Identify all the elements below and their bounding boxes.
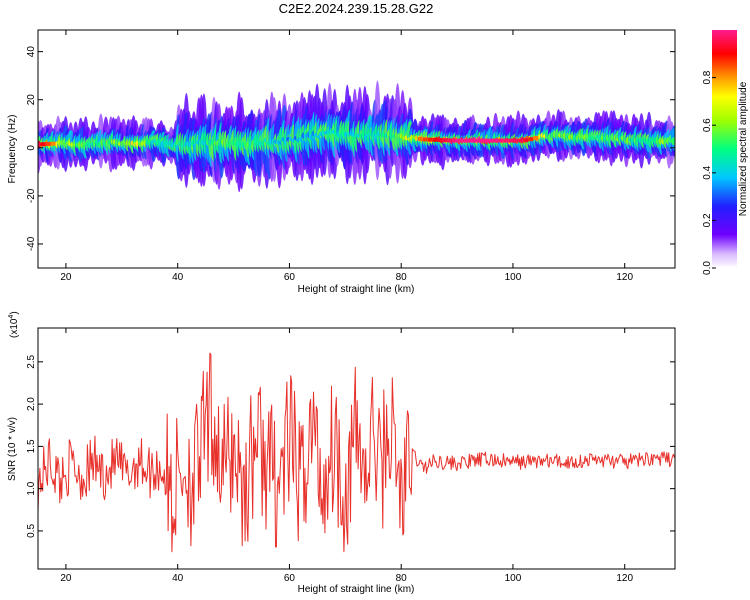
heatmap-cell: [447, 138, 453, 143]
heatmap-cell: [437, 137, 443, 142]
heatmap-cell: [45, 141, 51, 146]
snr-x-tick-label: 60: [284, 573, 296, 584]
spectrogram-frame: [37, 29, 676, 269]
snr-y-tick-label: 1.0: [26, 481, 37, 495]
snr-x-tick-label: 40: [172, 573, 184, 584]
heatmap-cell: [467, 138, 473, 143]
spectrogram-x-tick-label: 60: [284, 272, 296, 283]
heatmap-cell: [442, 138, 448, 143]
heatmap-cell: [40, 142, 46, 147]
spectrogram-y-tick-label: 0: [26, 145, 37, 151]
heatmap-cell: [528, 137, 534, 142]
snr-x-label: Height of straight line (km): [298, 584, 415, 595]
colorbar-tick-label: 0.6: [702, 118, 713, 132]
colorbar: 0.0 0.2 0.4 0.6 0.8 Normalized spectral ampl…: [702, 30, 749, 275]
spectrogram-x-tick-label: 100: [505, 272, 522, 283]
heatmap-cell: [38, 142, 41, 147]
spectrogram-x-label: Height of straight line (km): [298, 284, 415, 295]
heatmap-cell: [452, 138, 458, 143]
snr-series-line: [38, 352, 675, 553]
snr-x-tick-label: 20: [60, 573, 72, 584]
snr-y-tick-label: 2.5: [26, 354, 37, 368]
figure-title: C2E2.2024.239.15.28.G22: [279, 1, 434, 16]
heatmap-cell: [462, 138, 468, 143]
snr-x-tick-label: 80: [396, 573, 408, 584]
heatmap-cell: [417, 136, 423, 141]
snr-y-multiplier-base: (x10: [9, 318, 20, 338]
colorbar-tick-label: 0.4: [702, 165, 713, 179]
heatmap-cell: [513, 138, 519, 143]
heatmap-cell: [498, 138, 504, 143]
colorbar-tick-label: 0.0: [702, 261, 713, 275]
colorbar-label: Normalized spectral amplitude: [738, 81, 749, 216]
spectrogram-x-tick-label: 40: [172, 272, 184, 283]
snr-y-tick-label: 2.0: [26, 397, 37, 411]
heatmap-cell: [503, 138, 509, 143]
snr-y-axis: 0.5 1.0 1.5 2.0 2.5: [26, 354, 675, 538]
svg-text:(x104): (x104): [8, 311, 20, 338]
spectrogram-y-label: Frequency (Hz): [7, 115, 18, 184]
spectrogram-y-tick-label: 20: [26, 94, 37, 106]
spectrogram-y-tick-label: 40: [26, 46, 37, 58]
heatmap-cell: [432, 137, 438, 142]
spectrogram-x-tick-label: 80: [396, 272, 408, 283]
heatmap-cell: [671, 137, 675, 145]
heatmap-cell: [50, 141, 56, 146]
snr-y-tick-label: 0.5: [26, 524, 37, 538]
heatmap-cell: [493, 138, 499, 143]
spectrogram-y-axis: 40 20 0 -20 -40: [26, 46, 675, 251]
heatmap-cell: [457, 138, 463, 143]
spectrogram-x-tick-label: 120: [616, 272, 633, 283]
spectrogram-y-tick-label: -40: [26, 236, 37, 251]
heatmap-cell: [483, 138, 489, 143]
spectrogram-x-tick-label: 20: [60, 272, 72, 283]
heatmap-cell: [473, 138, 479, 143]
heatmap-cell: [427, 137, 433, 142]
heatmap-cell: [478, 138, 484, 143]
snr-x-tick-label: 120: [616, 573, 633, 584]
heatmap-cell: [518, 138, 524, 143]
spectrogram-x-axis: 20 40 60 80 100 120: [60, 30, 633, 283]
heatmap-cell: [422, 137, 428, 142]
spectrogram-heatmap: [38, 80, 675, 193]
snr-frame: [37, 327, 676, 570]
spectrogram-y-tick-label: -20: [26, 188, 37, 203]
heatmap-cell: [508, 138, 514, 143]
colorbar-tick-label: 0.8: [702, 70, 713, 84]
colorbar-axis: 0.0 0.2 0.4 0.6 0.8: [702, 70, 716, 275]
snr-y-multiplier-exp: 4: [8, 315, 15, 319]
heatmap-cell: [533, 136, 539, 141]
snr-panel: 20 40 60 80 100 120 0.5 1.0 1.5 2.0 2.5 Height of…: [7, 311, 676, 595]
snr-y-label: SNR (10 * v/v): [7, 417, 18, 481]
spectrogram-panel: 20 40 60 80 100 120 40 20 0 -20 -40 Height of str…: [7, 29, 676, 295]
snr-x-axis: 20 40 60 80 100 120: [60, 328, 633, 584]
heatmap-cell: [488, 138, 494, 143]
colorbar-gradient: [712, 30, 737, 268]
colorbar-tick-label: 0.2: [702, 213, 713, 227]
heatmap-cell: [523, 138, 529, 143]
snr-x-tick-label: 100: [505, 573, 522, 584]
snr-y-tick-label: 1.5: [26, 439, 37, 453]
snr-y-multiplier: (x104): [8, 311, 20, 338]
